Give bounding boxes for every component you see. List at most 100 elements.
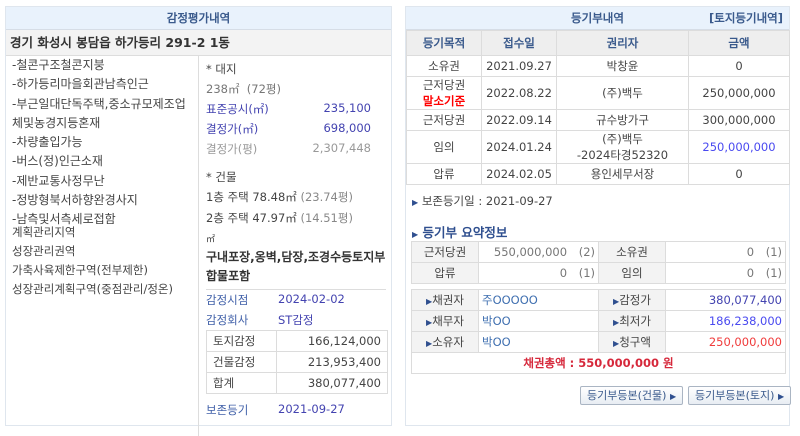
registry-table: 등기목적 접수일 권리자 금액 소유권 2021.09.27 박창윤 0 근저당권 말소기… bbox=[406, 30, 790, 185]
summary-amount: 0 bbox=[559, 266, 568, 280]
amount: 300,000,000 bbox=[688, 109, 790, 131]
party-label-text: 감정가 bbox=[619, 293, 651, 307]
summary-count: (2) bbox=[578, 245, 595, 259]
note-line: -부근일대단독주택,중소규모제조업 bbox=[12, 96, 186, 111]
extra-items: 구내포장,옹벽,담장,조경수등토지부합물포함 bbox=[206, 248, 386, 290]
summary-label: 임의 bbox=[598, 262, 666, 284]
floor2-pyeong: (14.51평) bbox=[300, 211, 353, 225]
det-pyeong-label: 결정가(평) bbox=[206, 142, 258, 156]
col-purpose: 등기목적 bbox=[406, 30, 482, 56]
zoning-item: 성장관리권역 bbox=[12, 244, 76, 258]
total-label: 건물감정 bbox=[206, 351, 277, 373]
note-line: -차량출입가능 bbox=[12, 135, 83, 150]
amount: 250,000,000 bbox=[688, 130, 790, 164]
summary-row: 근저당권 550,000,000 (2) 소유권 0 (1) bbox=[411, 241, 786, 263]
receipt-date: 2022.09.14 bbox=[481, 109, 557, 131]
note-line: 체및농경지등혼재 bbox=[12, 115, 101, 130]
purpose-text: 소유권 bbox=[428, 59, 460, 73]
arrow-right-icon: ▶ bbox=[777, 392, 785, 401]
summary-row: 압류 0 (1) 임의 0 (1) bbox=[411, 262, 786, 284]
party-label: ▶채권자 bbox=[411, 289, 479, 311]
purpose: 압류 bbox=[406, 163, 482, 185]
total-claim-row: 채권총액 : 550,000,000 원 bbox=[411, 352, 786, 374]
parties-table: ▶채권자 주OOOOO ▶감정가 380,077,400 ▶채무자 박OO ▶최저가 186,… bbox=[411, 289, 786, 374]
preserve-date: ▶ 보존등기일 : 2021-09-27 bbox=[412, 194, 553, 208]
building-registry-button[interactable]: 등기부등본(건물) ▶ bbox=[580, 386, 684, 405]
holder-name: (주)백두 bbox=[602, 86, 643, 100]
floor2: 2층 주택 47.97㎡ bbox=[206, 211, 297, 225]
party-label-text: 청구액 bbox=[619, 335, 651, 349]
total-label: 토지감정 bbox=[206, 330, 277, 352]
summary-count: (1) bbox=[765, 245, 782, 259]
note-line: -버스(정)인근소재 bbox=[12, 154, 103, 169]
receipt-date: 2021.09.27 bbox=[481, 55, 557, 77]
zoning-item: 성장관리계획구역(중점관리/정온) bbox=[12, 282, 173, 296]
party-value: 박OO bbox=[478, 310, 599, 332]
appraisal-company: ST감정 bbox=[278, 313, 314, 327]
total-claim: 채권총액 : 550,000,000 원 bbox=[411, 352, 786, 374]
party-label: ▶최저가 bbox=[598, 310, 666, 332]
receipt-date: 2024.01.24 bbox=[481, 130, 557, 164]
bullet-icon: ▶ bbox=[426, 339, 433, 348]
party-row: ▶채무자 박OO ▶최저가 186,238,000 bbox=[411, 310, 786, 332]
registry-row: 압류 2024.02.05 용인세무서장 0 bbox=[406, 163, 790, 185]
summary-value: 550,000,000 (2) bbox=[478, 241, 599, 263]
party-label-text: 소유자 bbox=[432, 335, 464, 349]
appraisal-title: 감정평가내역 bbox=[6, 7, 391, 30]
summary-value: 0 (1) bbox=[665, 262, 786, 284]
preserve-reg-label: 보존등기 bbox=[206, 403, 249, 417]
address: 경기 화성시 봉담읍 하가등리 291-2 1동 bbox=[6, 30, 391, 56]
note-line: -남측및서측세로접함 bbox=[12, 212, 116, 227]
party-label-text: 채무자 bbox=[432, 314, 464, 328]
holder-name: 박창윤 bbox=[606, 59, 639, 73]
summary-label: 근저당권 bbox=[411, 241, 479, 263]
bullet-icon: ▶ bbox=[613, 339, 620, 348]
appraisal-company-label: 감정회사 bbox=[206, 313, 249, 327]
bullet-icon: ▶ bbox=[412, 198, 419, 207]
purpose-text: 압류 bbox=[433, 167, 455, 181]
amount: 0 bbox=[688, 55, 790, 77]
note-line: -정방형북서하향완경사지 bbox=[12, 193, 138, 208]
det-price-label: 결정가(㎡) bbox=[206, 122, 259, 136]
appraisal-panel: 감정평가내역 경기 화성시 봉담읍 하가등리 291-2 1동 -철콘구조철콘지… bbox=[5, 6, 392, 436]
party-label: ▶감정가 bbox=[598, 289, 666, 311]
note-line: -철콘구조철콘지붕 bbox=[12, 58, 105, 72]
col-date: 접수일 bbox=[481, 30, 557, 56]
party-label: ▶소유자 bbox=[411, 331, 479, 353]
holder-name: 용인세무서장 bbox=[590, 167, 655, 181]
summary-count: (1) bbox=[765, 266, 782, 280]
amount: 0 bbox=[688, 163, 790, 185]
land-registry-link[interactable]: [토지등기내역] bbox=[709, 11, 783, 25]
appraisal-date: 2024-02-02 bbox=[278, 292, 345, 306]
zoning-item: 가축사육제한구역(전부제한) bbox=[12, 263, 148, 277]
party-value: 주OOOOO bbox=[478, 289, 599, 311]
holder: 박창윤 bbox=[556, 55, 689, 77]
note-line: -제반교통사정무난 bbox=[12, 173, 105, 188]
zoning-list: 계획관리지역 성장관리권역 가축사육제한구역(전부제한) 성장관리계획구역(중점관리/… bbox=[12, 223, 173, 299]
summary-table: 근저당권 550,000,000 (2) 소유권 0 (1) 압류 0 (1) 임의 0 (1… bbox=[411, 241, 786, 284]
holder-name: 규수방가구 bbox=[596, 113, 649, 127]
summary-value: 0 (1) bbox=[665, 241, 786, 263]
registry-title: 등기부내역 [토지등기내역] bbox=[406, 7, 789, 30]
receipt-date: 2022.08.22 bbox=[481, 76, 557, 110]
case-number: -2024타경52320 bbox=[576, 148, 669, 162]
floor1: 1층 주택 78.48㎡ bbox=[206, 190, 297, 204]
total-row: 토지감정 166,124,000 bbox=[206, 330, 388, 352]
purpose: 근저당권 말소기준 bbox=[406, 76, 482, 110]
bullet-icon: ▶ bbox=[613, 318, 620, 327]
price-value: 380,077,400 bbox=[665, 289, 786, 311]
total-value: 213,953,400 bbox=[276, 351, 388, 373]
registry-panel: 등기부내역 [토지등기내역] 등기목적 접수일 권리자 금액 소유권 2021.0… bbox=[405, 6, 792, 426]
appraisal-totals: 토지감정 166,124,000 건물감정 213,953,400 합계 380,077,… bbox=[206, 330, 388, 394]
building-header: * 건물 bbox=[206, 170, 237, 184]
bullet-icon: ▶ bbox=[426, 297, 433, 306]
land-registry-button[interactable]: 등기부등본(토지) ▶ bbox=[688, 386, 792, 405]
total-value: 166,124,000 bbox=[276, 330, 388, 352]
purpose: 근저당권 bbox=[406, 109, 482, 131]
note-line: -하가등리마을회관남측인근 bbox=[12, 77, 149, 92]
purpose-text: 근저당권 bbox=[422, 113, 466, 127]
summary-title: ▶ 등기부 요약정보 bbox=[412, 225, 508, 240]
col-amount: 금액 bbox=[688, 30, 790, 56]
party-label-text: 최저가 bbox=[619, 314, 651, 328]
